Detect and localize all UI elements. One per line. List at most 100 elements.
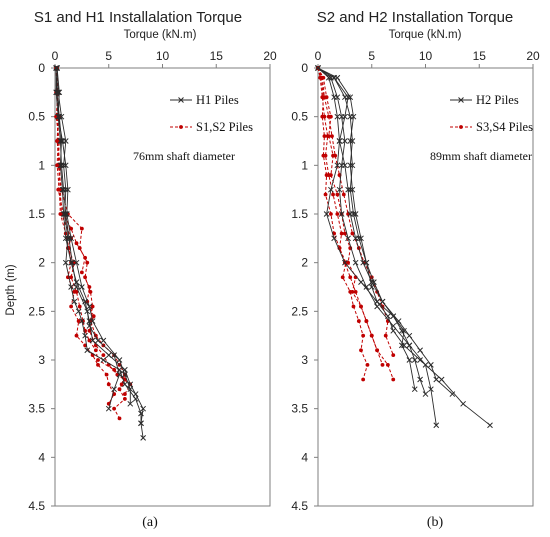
legend-entry-label: S1,S2 Piles — [196, 120, 253, 134]
data-point-marker — [326, 173, 331, 177]
data-point-marker — [361, 377, 366, 382]
y-tick-label: 2 — [301, 256, 308, 270]
data-point-marker — [335, 192, 340, 197]
data-point-marker — [353, 289, 358, 294]
data-point-marker — [334, 113, 341, 120]
data-point-marker — [347, 211, 354, 217]
series-helical-pile — [315, 65, 418, 393]
data-point-marker — [411, 386, 418, 393]
y-tick-label: 0.5 — [28, 110, 45, 124]
data-point-marker — [76, 319, 81, 323]
data-point-marker — [132, 391, 139, 397]
legend-marker-swatch — [458, 97, 464, 103]
data-point-marker — [56, 89, 63, 96]
series-helical-pile — [315, 65, 429, 397]
data-point-marker — [111, 352, 117, 358]
data-point-marker — [138, 420, 144, 427]
data-point-marker — [342, 162, 348, 169]
data-point-marker — [333, 153, 338, 158]
data-point-marker — [342, 231, 347, 236]
y-tick-label: 2 — [38, 256, 45, 270]
series-helical-pile — [54, 65, 134, 407]
x-tick-label: 10 — [156, 49, 170, 63]
data-point-marker — [350, 113, 357, 120]
data-point-marker — [323, 192, 328, 197]
data-point-marker — [88, 289, 93, 294]
series-line-solid — [317, 67, 426, 395]
data-point-marker — [365, 362, 370, 367]
data-point-marker — [62, 259, 69, 266]
data-point-marker — [323, 153, 328, 158]
data-point-marker — [105, 352, 112, 358]
data-point-marker — [322, 134, 327, 139]
x-axis-label: Torque (kN.m) — [124, 29, 197, 41]
x-tick-label: 0 — [52, 49, 59, 63]
y-tick-label: 4 — [301, 450, 308, 464]
data-point-marker — [72, 289, 77, 294]
data-point-marker — [93, 348, 98, 353]
legend: H1 Piles S1,S2 Piles — [170, 93, 253, 134]
data-point-marker — [325, 134, 330, 139]
y-tick-label: 3 — [38, 353, 45, 367]
legend-marker-swatch — [179, 125, 183, 129]
data-point-marker — [422, 362, 429, 368]
data-point-marker — [351, 304, 356, 309]
data-point-marker — [62, 162, 69, 169]
x-tick-label: 15 — [473, 49, 487, 63]
data-point-marker — [73, 259, 80, 266]
data-point-marker — [390, 323, 397, 329]
legend: H2 Piles S3,S4 Piles — [450, 93, 533, 134]
data-point-marker — [345, 94, 351, 101]
data-point-marker — [348, 275, 353, 280]
data-point-marker — [401, 327, 407, 334]
data-point-marker — [320, 75, 325, 80]
data-point-marker — [55, 163, 60, 168]
data-point-marker — [127, 400, 134, 407]
data-point-marker — [127, 381, 134, 388]
data-point-marker — [460, 400, 466, 407]
data-point-marker — [342, 259, 348, 266]
data-point-marker — [342, 113, 348, 120]
data-point-marker — [322, 114, 327, 119]
data-point-marker — [347, 138, 354, 144]
data-point-marker — [374, 298, 380, 305]
data-point-marker — [82, 332, 88, 339]
series-line-solid — [317, 67, 437, 426]
data-point-marker — [53, 65, 59, 71]
data-point-marker — [334, 162, 341, 169]
y-tick-label: 4.5 — [291, 499, 308, 513]
legend-entry-label: S3,S4 Piles — [476, 120, 533, 134]
data-point-marker — [91, 314, 96, 319]
data-point-marker — [368, 279, 375, 285]
data-point-marker — [383, 333, 388, 338]
series-line-dashed — [55, 67, 126, 385]
series-line-solid — [55, 67, 144, 424]
data-point-marker — [331, 192, 335, 197]
data-point-marker — [112, 367, 117, 372]
data-point-marker — [89, 337, 96, 344]
x-axis-label: Torque (kN.m) — [389, 29, 462, 41]
y-tick-label: 4 — [38, 450, 45, 464]
data-point-marker — [58, 212, 63, 216]
data-point-marker — [54, 65, 61, 71]
data-point-marker — [335, 212, 340, 216]
data-point-marker — [345, 186, 351, 193]
shaft-diameter-annotation: 89mm shaft diameter — [430, 149, 532, 163]
data-point-marker — [360, 259, 367, 266]
panel-b: S2 and H2 Installation Torque Torque (kN.… — [291, 9, 540, 530]
data-point-marker — [379, 298, 386, 305]
data-point-marker — [85, 260, 90, 265]
data-point-marker — [104, 372, 109, 377]
data-point-marker — [87, 328, 92, 333]
data-point-marker — [398, 342, 405, 349]
series-screw-pile — [316, 66, 370, 382]
data-point-marker — [385, 362, 390, 367]
data-point-marker — [100, 357, 107, 363]
data-point-marker — [411, 357, 418, 363]
data-point-marker — [117, 416, 122, 421]
data-point-marker — [390, 327, 397, 334]
data-point-marker — [395, 318, 402, 324]
data-point-marker — [417, 357, 423, 363]
data-point-marker — [119, 382, 124, 387]
